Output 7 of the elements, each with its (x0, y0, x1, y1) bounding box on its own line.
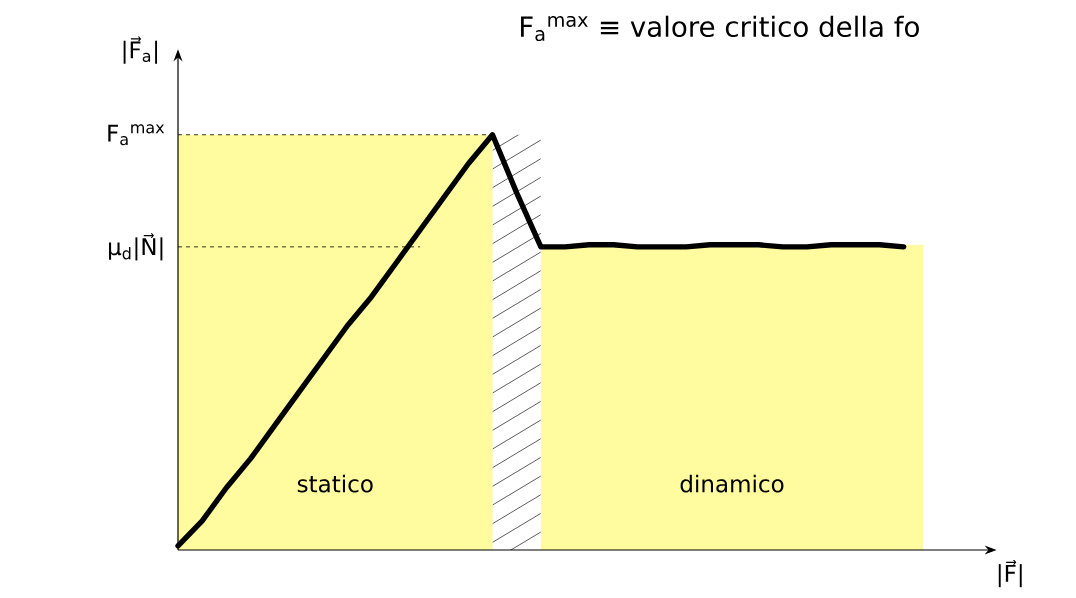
chart-title: F$_{a}$$^{max}$ ≡ valore critico della fo (521, 15, 919, 42)
x-axis-title: |F⃗| (998, 560, 1022, 588)
annotation: dinamico (680, 474, 784, 493)
ref-line-label: μ$_{d}$|N⃗| (109, 233, 163, 261)
ref-line-label: F$_{a}$max (108, 124, 165, 146)
y-axis-title: |F⃗$_{a}$| (123, 36, 158, 64)
annotation: statico (297, 474, 373, 493)
